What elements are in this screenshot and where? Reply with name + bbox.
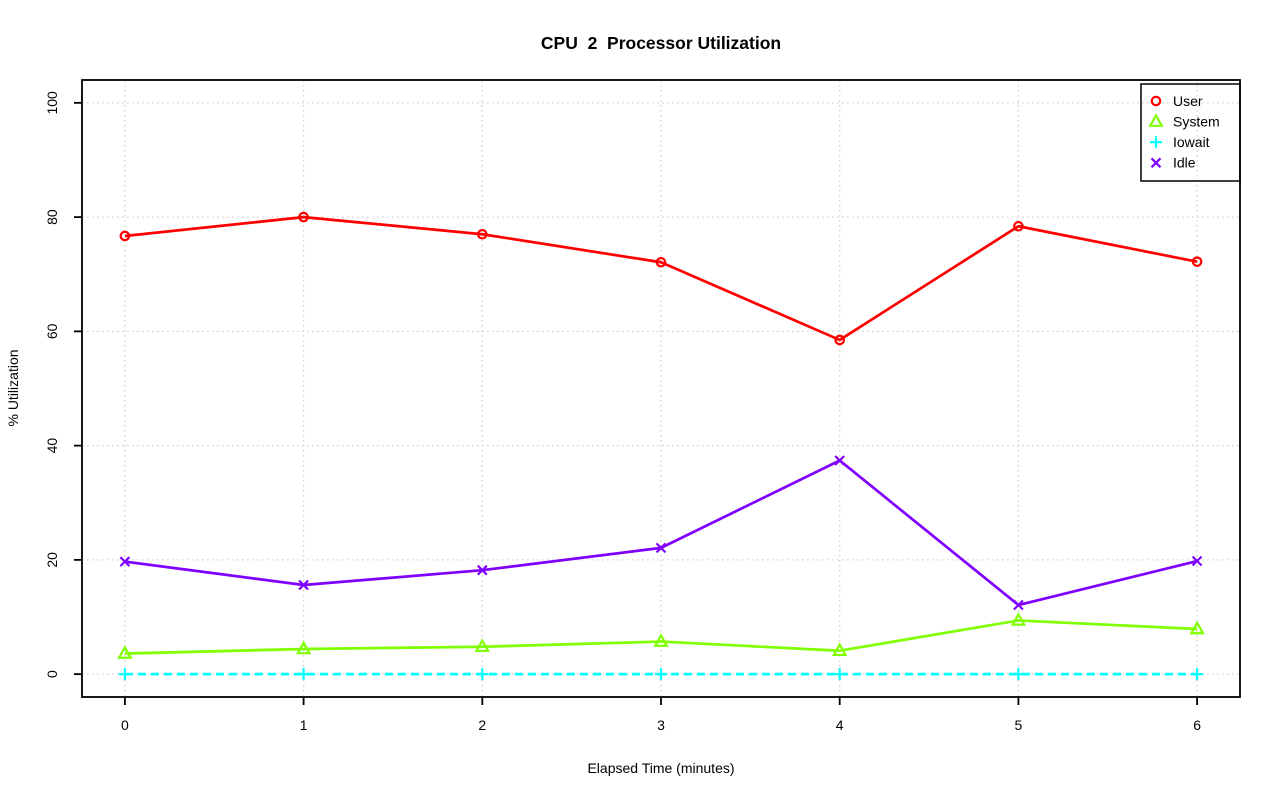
x-tick-label: 1 [300, 717, 308, 733]
circle-marker-shape [655, 256, 667, 268]
x-marker-shape [834, 455, 845, 466]
y-axis-label: % Utilization [5, 349, 21, 426]
series-marker-user [1191, 256, 1203, 267]
legend-marker-iowait [1150, 136, 1162, 149]
plot-border [81, 79, 1241, 698]
triangle-marker-shape [295, 640, 312, 655]
legend-marker-user [1150, 95, 1162, 107]
series-marker-system [1010, 611, 1027, 626]
series-marker-idle [1191, 555, 1203, 567]
circle-marker-shape [298, 211, 309, 223]
series-marker-idle [655, 542, 667, 554]
triangle-marker-shape [117, 645, 133, 659]
legend-label-idle: Idle [1173, 155, 1196, 171]
series-marker-user [655, 256, 667, 268]
circle-marker-shape [1150, 95, 1162, 107]
series-marker-iowait [297, 668, 310, 681]
x-tick-label: 6 [1193, 717, 1201, 733]
series-marker-user [119, 230, 131, 242]
triangle-marker-shape [474, 638, 490, 653]
series-marker-user [476, 228, 488, 240]
x-marker-shape [298, 579, 309, 591]
triangle-marker-shape [1010, 611, 1027, 626]
series-marker-system [117, 645, 133, 659]
triangle-marker-shape [832, 642, 848, 657]
series-marker-system [295, 640, 312, 655]
circle-marker-shape [1191, 256, 1203, 267]
y-tick-label: 0 [44, 670, 60, 678]
series-marker-idle [834, 455, 845, 466]
legend-label-user: User [1173, 93, 1203, 109]
y-tick-label: 40 [44, 438, 60, 454]
series-marker-idle [477, 564, 488, 576]
legend-label-iowait: Iowait [1173, 134, 1210, 150]
series-marker-idle [119, 556, 131, 567]
chart-title: CPU 2 Processor Utilization [541, 33, 781, 53]
x-tick-label: 3 [657, 717, 665, 733]
series-marker-system [832, 642, 848, 657]
series-marker-system [474, 638, 490, 653]
triangle-marker-shape [1189, 620, 1205, 635]
legend: User System Iowait Idle [1140, 83, 1241, 182]
x-marker-shape [1191, 555, 1203, 567]
series-marker-system [653, 633, 669, 647]
series-marker-user [834, 334, 846, 346]
x-tick-label: 2 [478, 717, 486, 733]
x-tick-label: 0 [121, 717, 129, 733]
x-marker-shape [1150, 157, 1162, 169]
triangle-marker-shape [653, 633, 669, 647]
series-marker-iowait [833, 668, 846, 681]
x-marker-shape [477, 564, 488, 576]
series-marker-iowait [118, 668, 131, 681]
y-tick-label: 20 [44, 552, 60, 568]
legend-marker-system [1148, 113, 1164, 127]
series-marker-user [1013, 220, 1024, 232]
legend-label-system: System [1173, 114, 1220, 130]
y-tick-label: 80 [44, 209, 60, 225]
y-tick-label: 60 [44, 323, 60, 339]
series-marker-iowait [476, 668, 489, 681]
circle-marker-shape [119, 230, 131, 242]
series-marker-user [298, 211, 309, 223]
series-marker-iowait [1012, 668, 1025, 681]
circle-marker-shape [1013, 220, 1024, 232]
series-line-idle [124, 459, 1198, 607]
series-marker-idle [1013, 599, 1024, 611]
legend-marker-idle [1150, 157, 1162, 169]
x-tick-label: 5 [1015, 717, 1023, 733]
y-tick-label: 100 [44, 91, 60, 115]
x-marker-shape [655, 542, 667, 554]
series-marker-system [1189, 620, 1205, 635]
circle-marker-shape [476, 228, 488, 240]
x-tick-label: 4 [836, 717, 844, 733]
legend-box [1140, 83, 1241, 182]
x-marker-shape [119, 556, 131, 567]
series-marker-iowait [655, 668, 667, 681]
series-marker-iowait [1191, 668, 1204, 681]
series-line-system [124, 619, 1198, 655]
x-marker-shape [1013, 599, 1024, 611]
series-line-user [124, 215, 1198, 342]
triangle-marker-shape [1148, 113, 1164, 127]
circle-marker-shape [834, 334, 846, 346]
x-axis-label: Elapsed Time (minutes) [587, 760, 734, 776]
series-marker-idle [298, 579, 309, 591]
